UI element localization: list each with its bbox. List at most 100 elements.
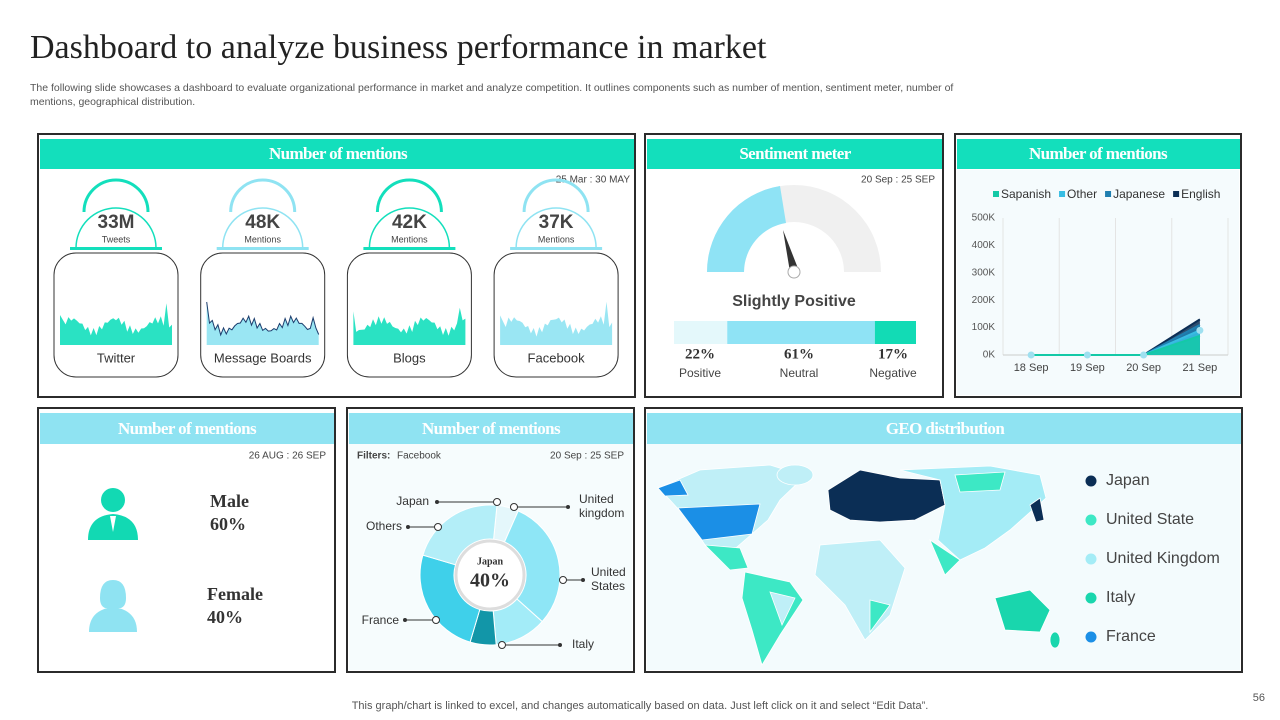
y-tick-label: 300K xyxy=(972,267,996,278)
legend-dot xyxy=(1085,514,1097,526)
panel-title: Number of mentions xyxy=(269,144,408,163)
source-card xyxy=(493,252,619,378)
leader-dot xyxy=(510,503,518,511)
filter-label: Filters: xyxy=(357,451,390,462)
sentiment-segment xyxy=(874,321,916,344)
y-tick-label: 200K xyxy=(972,295,996,306)
center-value: 40% xyxy=(470,570,510,592)
panel-title: Number of mentions xyxy=(422,419,561,438)
badge-arc xyxy=(368,207,451,249)
slice-label: Others xyxy=(366,519,402,533)
sparkline-area xyxy=(206,302,319,345)
value-label: 17% xyxy=(878,346,908,362)
stat-unit: Mentions xyxy=(538,234,575,244)
male-icon xyxy=(88,488,138,540)
leader-end xyxy=(435,500,439,504)
leader-dot xyxy=(434,523,442,531)
date-range: 20 Sep : 25 SEP xyxy=(550,451,624,462)
badge-arc xyxy=(522,178,590,213)
leader-dot xyxy=(559,576,567,584)
panel-header xyxy=(647,139,942,169)
center-label: Japan xyxy=(477,556,504,567)
legend-label: Sapanish xyxy=(1001,187,1051,201)
date-range: 25 Mar : 30 MAY xyxy=(556,175,631,186)
sparkline-area xyxy=(353,307,466,345)
badge-arc xyxy=(82,178,150,213)
page-number: 56 xyxy=(1253,692,1265,704)
legend-dot xyxy=(1085,631,1097,643)
slice-label: United kingdom xyxy=(579,492,624,520)
x-tick-label: 21 Sep xyxy=(1182,362,1217,374)
legend-label: Japan xyxy=(1106,472,1150,489)
value-label: 61% xyxy=(784,346,814,362)
sentiment-segment xyxy=(674,321,728,344)
source-card xyxy=(200,252,326,378)
badge-arc xyxy=(375,178,443,213)
panel-title: GEO distribution xyxy=(886,419,1006,438)
gender-share: 40% xyxy=(207,607,243,627)
stat-unit: Tweets xyxy=(102,234,131,244)
badge-arc xyxy=(515,207,597,249)
leader-dot xyxy=(498,641,506,649)
stat-value: 37K xyxy=(539,212,574,233)
source-label: Blogs xyxy=(393,350,426,365)
panel-bg xyxy=(957,170,1239,395)
category-label: Neutral xyxy=(780,366,819,380)
legend-label: France xyxy=(1106,628,1156,645)
legend-swatch xyxy=(1105,191,1112,197)
stat-value: 42K xyxy=(392,212,427,233)
female-icon xyxy=(89,580,137,632)
x-tick-label: 19 Sep xyxy=(1070,362,1105,374)
y-tick-label: 100K xyxy=(972,322,996,333)
point xyxy=(1083,351,1091,359)
donut-slice xyxy=(503,510,561,623)
panel xyxy=(37,407,336,673)
legend-label: Japanese xyxy=(1113,187,1165,201)
legend-dot xyxy=(1085,553,1097,565)
leader-end xyxy=(581,578,585,582)
subtitle: The following slide showcases a dashboar… xyxy=(30,82,953,94)
slice-label: Japan xyxy=(396,494,429,508)
panel-header xyxy=(647,413,1241,444)
category-label: Positive xyxy=(679,366,721,380)
slice-label: Italy xyxy=(572,637,594,651)
panel-header xyxy=(349,413,633,444)
badge-base xyxy=(216,247,309,250)
slice-label: United States xyxy=(591,565,626,593)
footer: This graph/chart is linked to excel, and… xyxy=(352,700,929,712)
badge-arc xyxy=(75,207,157,249)
legend-label: United State xyxy=(1106,511,1194,528)
x-tick-label: 18 Sep xyxy=(1014,362,1049,374)
x-tick-label: 20 Sep xyxy=(1126,362,1161,374)
panel-title: Sentiment meter xyxy=(739,144,851,163)
badge-arc xyxy=(221,207,304,249)
stat-value: 33M xyxy=(98,212,135,233)
subtitle: mentions, geographical distribution. xyxy=(30,96,195,108)
sentiment-segment xyxy=(727,321,875,344)
sentiment-status: Slightly Positive xyxy=(732,293,856,310)
gauge xyxy=(706,185,881,279)
panel-header xyxy=(40,139,634,169)
source-card xyxy=(346,252,472,378)
badge-arc xyxy=(229,178,297,213)
badge-base xyxy=(363,247,456,250)
source-card xyxy=(53,252,179,378)
leader-dot xyxy=(432,616,440,624)
leader-dot xyxy=(493,498,501,506)
source-label: Twitter xyxy=(97,350,136,365)
leader-end xyxy=(566,505,570,509)
legend-swatch xyxy=(1173,191,1180,197)
y-tick-label: 500K xyxy=(972,213,996,224)
stat-value: 48K xyxy=(245,212,280,233)
point xyxy=(1196,326,1204,334)
date-range: 26 AUG : 26 SEP xyxy=(249,451,327,462)
panel-header xyxy=(957,139,1240,169)
badge-base xyxy=(510,247,603,250)
value-label: 22% xyxy=(685,346,715,362)
title: Dashboard to analyze business performanc… xyxy=(30,29,767,66)
date-range: 20 Sep : 25 SEP xyxy=(861,175,935,186)
badge-base xyxy=(70,247,162,250)
stat-unit: Mentions xyxy=(244,234,281,244)
sparkline-area xyxy=(60,303,172,345)
